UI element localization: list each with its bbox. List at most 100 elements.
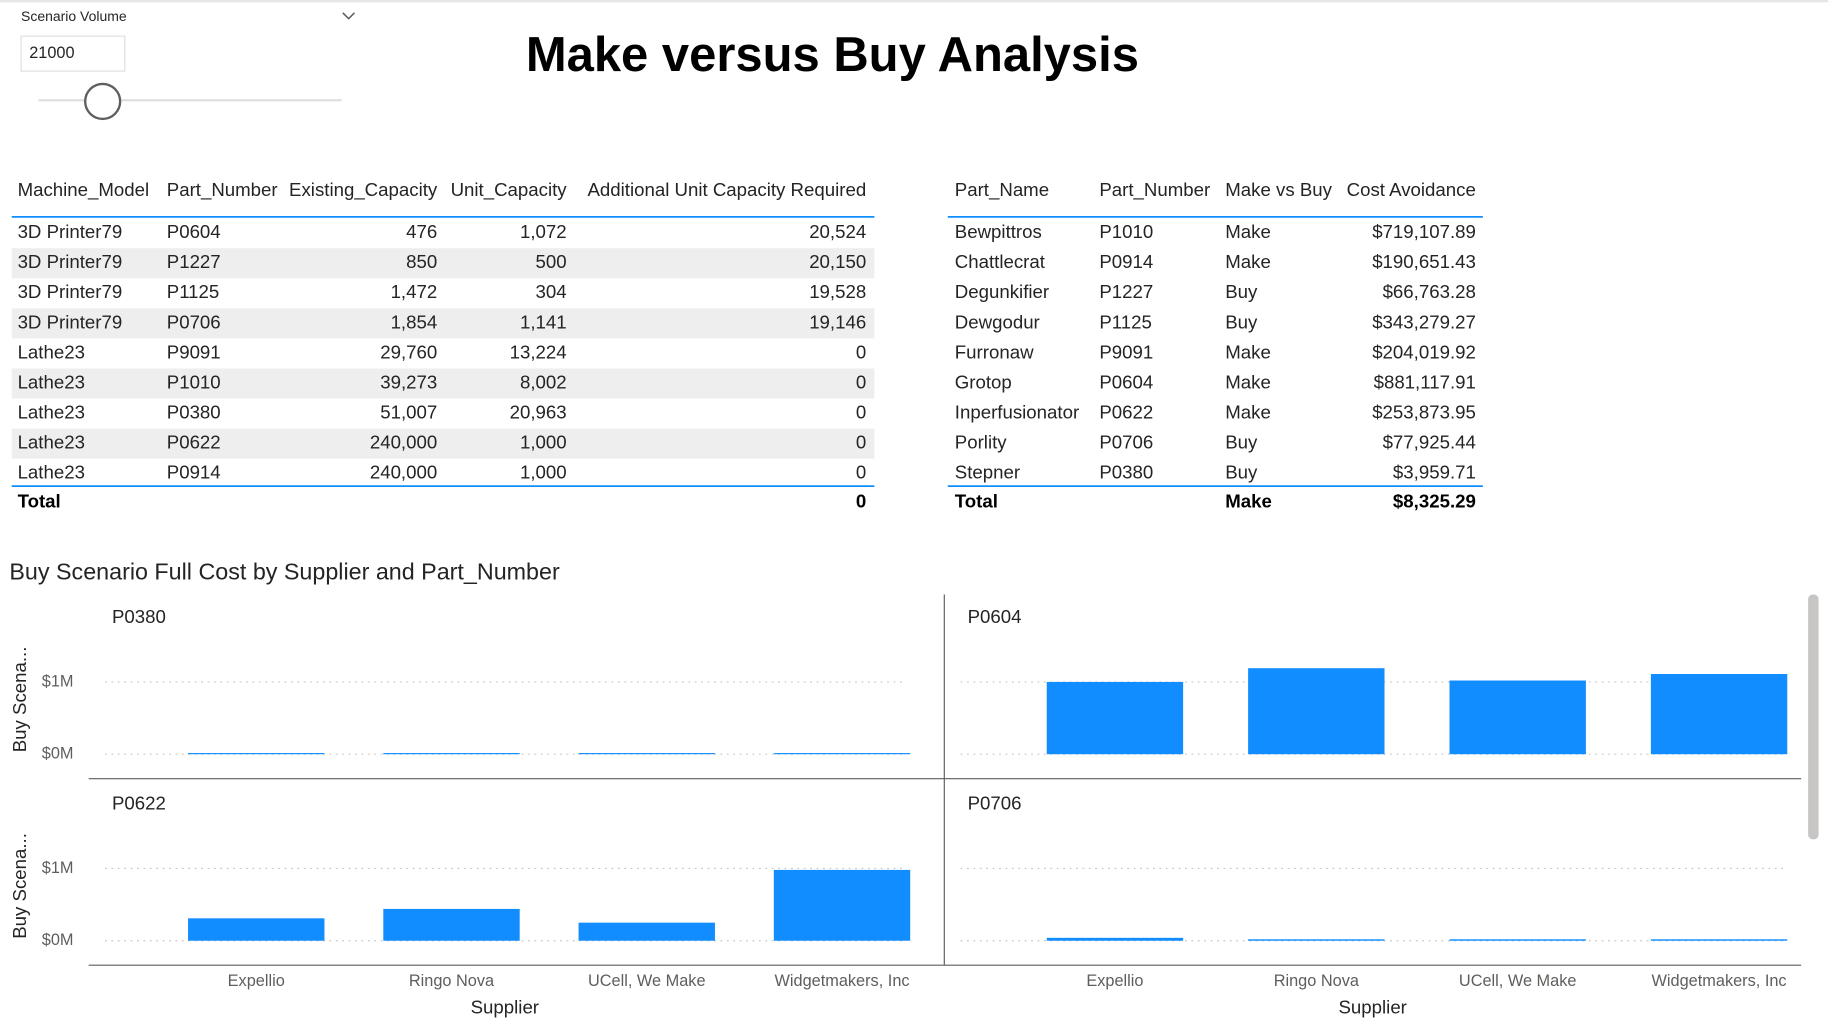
cell: 240,000 — [370, 462, 437, 483]
cell: Stepner — [955, 462, 1020, 483]
cell: 20,150 — [809, 251, 866, 272]
cell: Buy — [1225, 462, 1258, 483]
slicer-value[interactable]: 21000 — [29, 44, 74, 62]
cell: 20,963 — [510, 402, 567, 423]
panel-title: P0604 — [968, 606, 1022, 627]
cell: P0914 — [1099, 251, 1153, 272]
bar — [1449, 939, 1586, 941]
cell: $190,651.43 — [1372, 251, 1476, 272]
cell: 1,072 — [520, 221, 567, 242]
cell: 1,000 — [520, 432, 567, 453]
cell: P9091 — [167, 341, 221, 362]
y-tick-label: $1M — [42, 672, 74, 690]
column-header: Unit_Capacity — [451, 179, 568, 201]
bar — [578, 922, 715, 941]
cell: Buy — [1225, 281, 1258, 302]
slicer[interactable]: Scenario Volume 21000 — [20, 8, 355, 121]
y-tick-label: $0M — [42, 745, 74, 763]
cell: 0 — [856, 341, 866, 362]
total-cell: Total — [955, 490, 998, 511]
cell: 850 — [406, 251, 437, 272]
cell: $719,107.89 — [1372, 221, 1476, 242]
bar — [1650, 673, 1788, 755]
cell: P1227 — [1099, 281, 1153, 302]
cell: 19,146 — [809, 311, 866, 332]
cell: $343,279.27 — [1372, 311, 1476, 332]
y-tick-label: $0M — [42, 931, 74, 949]
cell: 29,760 — [380, 341, 437, 362]
column-header: Part_Number — [1099, 179, 1210, 201]
cell: 500 — [536, 251, 567, 272]
cell: $77,925.44 — [1383, 432, 1476, 453]
cell: $253,873.95 — [1372, 402, 1476, 423]
cell: 476 — [406, 221, 437, 242]
cell: $66,763.28 — [1383, 281, 1476, 302]
chart-title: Buy Scenario Full Cost by Supplier and P… — [9, 559, 560, 585]
total-cell: Make — [1225, 490, 1272, 511]
cell: P9091 — [1099, 341, 1153, 362]
cell: Furronaw — [955, 341, 1034, 362]
cell: 0 — [856, 462, 866, 483]
bar — [383, 753, 520, 755]
tables: Machine_Model Part_Number Existing_Capacit… — [11, 179, 1483, 511]
slicer-input[interactable] — [20, 35, 126, 72]
x-tick-label: Widgetmakers, Inc — [774, 972, 909, 990]
cell: 8,002 — [520, 371, 567, 392]
cell: 304 — [536, 281, 567, 302]
cell: 39,273 — [380, 371, 437, 392]
cell: P1125 — [1099, 311, 1152, 332]
cell: Make — [1225, 251, 1271, 272]
cell: P0622 — [167, 432, 221, 453]
cell: P1010 — [167, 371, 221, 392]
bar — [1248, 939, 1385, 941]
cell: 3D Printer79 — [18, 311, 123, 332]
cell: P1010 — [1099, 221, 1153, 242]
row-band — [11, 308, 875, 339]
cell: P1227 — [167, 251, 221, 272]
slider-thumb[interactable] — [84, 82, 122, 121]
cell: Lathe23 — [18, 432, 85, 453]
panel-title: P0622 — [112, 792, 166, 813]
bar — [773, 753, 911, 755]
bar — [578, 753, 715, 755]
cell: 1,472 — [391, 281, 438, 302]
cell: 3D Printer79 — [18, 281, 123, 302]
cell: 1,000 — [520, 462, 567, 483]
scrollbar[interactable] — [1808, 594, 1819, 840]
cell: 51,007 — [380, 402, 437, 423]
bar — [1650, 939, 1788, 941]
x-tick-label: Expellio — [1086, 972, 1143, 990]
cell: Make — [1225, 402, 1271, 423]
cell: Lathe23 — [18, 402, 85, 423]
column-header: Additional Unit Capacity Required — [587, 179, 866, 200]
y-axis-title: Buy Scena... — [9, 833, 30, 939]
cell: $881,117.91 — [1374, 371, 1476, 392]
cell: Dewgodur — [955, 311, 1040, 332]
bar — [383, 908, 520, 941]
cell: P1125 — [167, 281, 220, 302]
cell: P0914 — [167, 462, 221, 483]
cell: P0604 — [167, 221, 221, 242]
x-tick-label: UCell, We Make — [1459, 972, 1577, 990]
cell: Porlity — [955, 432, 1007, 453]
cell: P0380 — [1099, 462, 1153, 483]
total-cell: $8,325.29 — [1393, 490, 1476, 511]
cell: P0706 — [1099, 432, 1153, 453]
panel-title: P0706 — [968, 792, 1022, 813]
total-cell: 0 — [856, 490, 866, 511]
y-axis-title: Buy Scena... — [9, 647, 30, 753]
x-axis-title: Supplier — [1339, 996, 1407, 1017]
cell: Lathe23 — [18, 462, 85, 483]
x-tick-label: Ringo Nova — [1274, 972, 1360, 990]
cell: $204,019.92 — [1372, 341, 1476, 362]
chevron[interactable] — [342, 12, 355, 20]
row-band — [11, 368, 875, 399]
bar — [773, 869, 911, 941]
cell: 0 — [856, 402, 866, 423]
cell: P0706 — [167, 311, 221, 332]
cell: Buy — [1225, 311, 1258, 332]
cell: 0 — [856, 432, 866, 453]
column-header: Cost Avoidance — [1347, 179, 1476, 200]
column-header: Existing_Capacity — [289, 179, 438, 201]
bar — [1449, 680, 1586, 755]
